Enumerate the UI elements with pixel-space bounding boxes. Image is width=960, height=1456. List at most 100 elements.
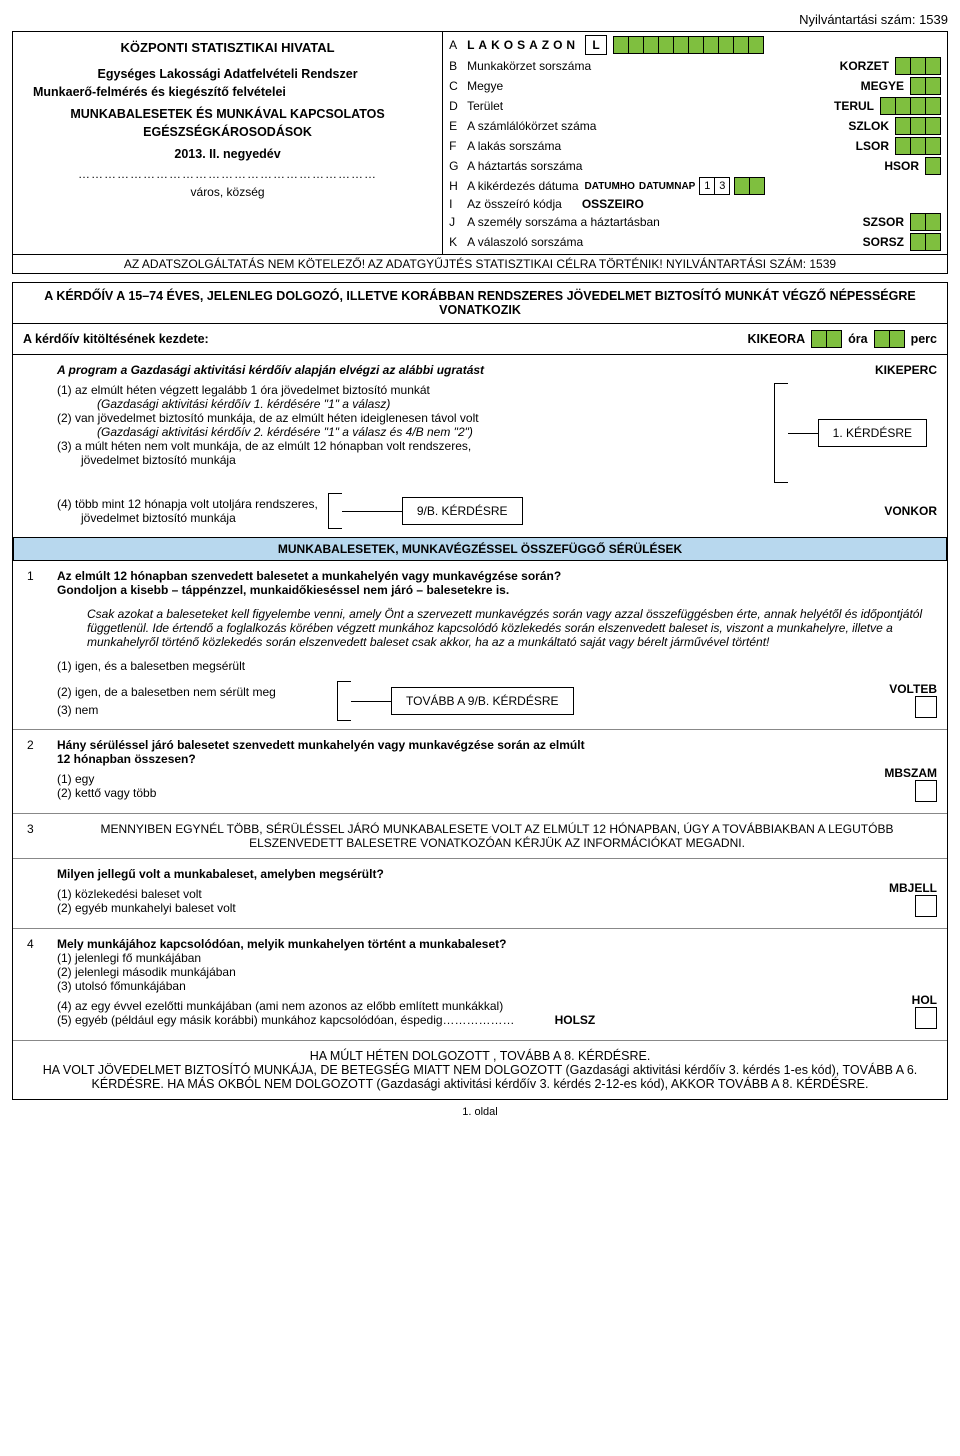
cells-B[interactable] (895, 57, 941, 75)
org-line3: MUNKABALESETEK ÉS MUNKÁVAL KAPCSOLATOS (19, 105, 436, 123)
question-1: 1 Az elmúlt 12 hónapban szenvedett bales… (13, 561, 947, 730)
hour-label: óra (848, 332, 867, 346)
label-E: A számlálókörzet száma (467, 119, 596, 133)
question-2: 2 Hány sérüléssel járó balesetet szenved… (13, 730, 947, 814)
q3-num: 3 (27, 822, 34, 836)
prog-opt3b: jövedelmet biztosító munkája (57, 453, 764, 467)
cells-K[interactable] (910, 233, 941, 251)
prog-opt1a: (1) az elmúlt héten végzett legalább 1 ó… (57, 383, 764, 397)
q3-code: MBJELL (889, 881, 937, 895)
code-F: LSOR (856, 139, 895, 153)
code-J: SZSOR (863, 215, 910, 229)
q1-note: Csak azokat a baleseteket kell figyelemb… (57, 597, 937, 659)
q4-opt1: (1) jelenlegi fő munkájában (57, 951, 937, 965)
letter-I: I (449, 197, 467, 211)
q2-title1: Hány sérüléssel járó balesetet szenvedet… (57, 738, 937, 752)
prog-opt2b: (Gazdasági aktivitási kérdőív 2. kérdésé… (57, 425, 764, 439)
q2-opt2: (2) kettő vagy több (57, 786, 884, 800)
start-box: A kérdőív kitöltésének kezdete: KIKEORA … (12, 324, 948, 355)
code-I: OSSZEIRO (582, 197, 650, 211)
cells-C[interactable] (910, 77, 941, 95)
label-A: LAKOSAZON (467, 38, 579, 52)
footer-line2: HA VOLT JÖVEDELMET BIZTOSÍTÓ MUNKÁJA, DE… (33, 1063, 927, 1091)
row-E: E A számlálókörzet száma SZLOK (449, 116, 941, 136)
section-bar: MUNKABALESETEK, MUNKAVÉGZÉSSEL ÖSSZEFÜGG… (13, 537, 947, 561)
code-B: KORZET (840, 59, 895, 73)
letter-C: C (449, 79, 467, 93)
program-code: KIKEPERC (875, 363, 937, 377)
min-label: perc (911, 332, 937, 346)
q3-answer-box[interactable] (915, 895, 937, 917)
question-3: 3 MENNYIBEN EGYNÉL TÖBB, SÉRÜLÉSSEL JÁRÓ… (13, 814, 947, 929)
q2-num: 2 (27, 738, 34, 752)
registration-number: Nyilvántartási szám: 1539 (12, 12, 948, 27)
letter-F: F (449, 139, 467, 153)
letter-B: B (449, 59, 467, 73)
letter-H: H (449, 179, 467, 193)
q1-sub: Gondoljon a kisebb – táppénzzel, munkaid… (57, 583, 937, 597)
cells-G[interactable] (925, 157, 941, 175)
row-B: B Munkakörzet sorszáma KORZET (449, 56, 941, 76)
q4-opt5: (5) egyéb (például egy másik korábbi) mu… (57, 1013, 515, 1027)
label-K: A válaszoló sorszáma (467, 235, 583, 249)
org-title: KÖZPONTI STATISZTIKAI HIVATAL (19, 34, 436, 65)
cells-F[interactable] (895, 137, 941, 155)
quarter: 2013. II. negyedév (19, 141, 436, 167)
letter-D: D (449, 99, 467, 113)
row-K: K A válaszoló sorszáma SORSZ (449, 232, 941, 252)
hour-cells[interactable] (811, 330, 842, 348)
q2-answer-box[interactable] (915, 780, 937, 802)
q2-code: MBSZAM (884, 766, 937, 780)
footer-line1: HA MÚLT HÉTEN DOLGOZOTT , TOVÁBB A 8. KÉ… (33, 1049, 927, 1063)
q4-code2: HOLSZ (555, 1013, 596, 1027)
start-label: A kérdőív kitöltésének kezdete: (23, 332, 209, 346)
vonkor-code: VONKOR (884, 504, 937, 518)
row-G: G A háztartás sorszáma HSOR (449, 156, 941, 176)
box-L: L (585, 35, 607, 55)
letter-J: J (449, 215, 467, 229)
header-table: KÖZPONTI STATISZTIKAI HIVATAL Egységes L… (12, 31, 948, 274)
label-J: A személy sorszáma a háztartásban (467, 215, 660, 229)
letter-E: E (449, 119, 467, 133)
org-line2: Munkaerő-felmérés és kiegészítő felvétel… (19, 83, 436, 101)
label-H: A kikérdezés dátuma (467, 179, 578, 193)
cells-E[interactable] (895, 117, 941, 135)
q4-opt4: (4) az egy évvel ezelőtti munkájában (am… (57, 999, 912, 1013)
q1-answer-box[interactable] (915, 696, 937, 718)
cells-A[interactable] (613, 36, 764, 54)
q1-title: Az elmúlt 12 hónapban szenvedett baleset… (57, 569, 937, 583)
code-E: SZLOK (848, 119, 895, 133)
min-cells[interactable] (874, 330, 905, 348)
question-4: 4 Mely munkájához kapcsolódóan, melyik m… (13, 929, 947, 1040)
notice-bar: AZ ADATSZOLGÁLTATÁS NEM KÖTELEZŐ! AZ ADA… (13, 255, 948, 274)
q1-jump: TOVÁBB A 9/B. KÉRDÉSRE (391, 687, 574, 715)
start-code: KIKEORA (747, 332, 805, 346)
cells-H[interactable] (734, 177, 765, 195)
code-C: MEGYE (861, 79, 910, 93)
jump-1: 1. KÉRDÉSRE (818, 419, 927, 447)
q1-code: VOLTEB (889, 682, 937, 696)
code-K: SORSZ (863, 235, 910, 249)
q4-opt3: (3) utolsó főmunkájában (57, 979, 937, 993)
scope-box: A KÉRDŐÍV A 15–74 ÉVES, JELENLEG DOLGOZÓ… (12, 282, 948, 324)
row-I: I Az összeíró kódja OSSZEIRO (449, 196, 941, 212)
footer-note: HA MÚLT HÉTEN DOLGOZOTT , TOVÁBB A 8. KÉ… (13, 1040, 947, 1099)
q3-opt2: (2) egyéb munkahelyi baleset volt (57, 901, 889, 915)
cells-D[interactable] (880, 97, 941, 115)
q1-num: 1 (27, 569, 34, 583)
cells-J[interactable] (910, 213, 941, 231)
label-B: Munkakörzet sorszáma (467, 59, 591, 73)
q4-answer-box[interactable] (915, 1007, 937, 1029)
letter-A: A (449, 38, 467, 52)
code-H1: DATUMHO (585, 181, 635, 192)
q3-opt1: (1) közlekedési baleset volt (57, 887, 889, 901)
letter-K: K (449, 235, 467, 249)
q4-code: HOL (912, 993, 937, 1007)
page-number: 1. oldal (12, 1106, 948, 1118)
prog-opt2a: (2) van jövedelmet biztosító munkája, de… (57, 411, 764, 425)
city-label: város, község (19, 181, 436, 203)
prog-opt1b: (Gazdasági aktivitási kérdőív 1. kérdésé… (57, 397, 764, 411)
q3-title: Milyen jellegű volt a munkabaleset, amel… (57, 867, 937, 881)
label-F: A lakás sorszáma (467, 139, 561, 153)
code-H2: DATUMNAP (639, 181, 695, 192)
